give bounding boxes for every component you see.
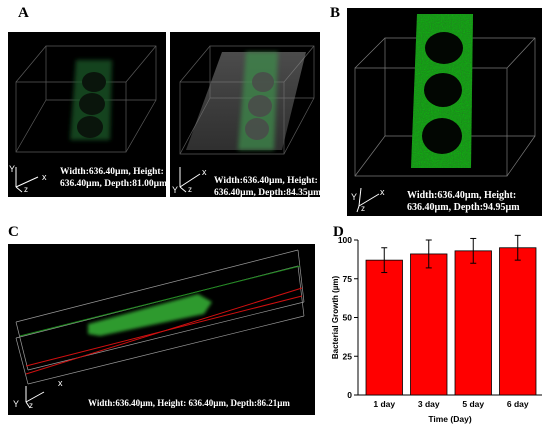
y-tick-label: 50 <box>343 313 353 323</box>
axis-label-z: z <box>361 204 365 213</box>
dims-line1: Width:636.40µm, Height: <box>60 167 164 177</box>
y-tick-label: 25 <box>343 351 353 361</box>
dims-line2: 636.40µm, Depth:94.95µm <box>407 202 520 213</box>
biofilm-channel <box>88 294 212 336</box>
x-tick-label: 3 day <box>418 399 440 409</box>
dims-line1: Width:636.40µm, Height: <box>407 190 517 201</box>
panel-a-right-image: Y x z Width:636.40µm, Height: 636.40µm, … <box>170 32 320 197</box>
axis-triad <box>179 167 201 193</box>
axis-label-y: Y <box>9 164 16 174</box>
bar <box>454 250 492 396</box>
axis-label-y: Y <box>351 192 358 202</box>
microscopy-volume-c <box>15 249 305 409</box>
axis-triad <box>15 167 39 193</box>
axis-label-x: x <box>202 167 207 177</box>
y-tick-label: 0 <box>347 390 352 400</box>
dims-line1: Width:636.40µm, Height: <box>214 176 318 186</box>
panel-label-b: B <box>330 5 341 21</box>
dimensions-text: Width:636.40µm, Height: 636.40µm, Depth:… <box>88 397 290 409</box>
x-tick-label: 6 day <box>507 399 529 409</box>
panel-b-image: Y x z Width:636.40µm, Height: 636.40µm, … <box>347 8 542 216</box>
dims-line2: 636.40µm, Depth:81.00µm <box>60 179 166 189</box>
bar <box>410 253 448 396</box>
y-axis-title: Bacterial Growth (µm) <box>331 276 340 360</box>
bar <box>365 259 403 396</box>
bacterial-growth-bar-chart: 0 25 50 75 100 1 day 3 day 5 day 6 day Time (Day)… <box>331 234 542 424</box>
axis-label-y: Y <box>13 399 20 409</box>
axis-label-z: z <box>29 401 33 410</box>
microscopy-volume-a-right <box>179 45 315 193</box>
bar <box>499 247 537 396</box>
axis-triad <box>25 386 45 409</box>
panel-label-d: D <box>333 224 344 240</box>
panel-label-c: C <box>8 224 19 240</box>
axis-label-y: Y <box>172 185 179 195</box>
panel-c-image: Y x z Width:636.40µm, Height: 636.40µm, … <box>8 244 315 415</box>
dimensions-text: Width:636.40µm, Height: 636.40µm, Depth:… <box>214 175 320 197</box>
x-axis-title: Time (Day) <box>428 414 471 424</box>
y-tick-label: 75 <box>343 274 353 284</box>
microscopy-volume-b <box>354 14 536 213</box>
axis-label-z: z <box>188 185 192 194</box>
dims-line2: 636.40µm, Depth:84.35µm <box>214 188 320 197</box>
axis-triad <box>356 187 380 213</box>
x-tick-label: 5 day <box>462 399 484 409</box>
dimensions-text: Width:636.40µm, Height: 636.40µm, Depth:… <box>60 166 166 190</box>
axis-label-z: z <box>24 185 28 194</box>
dims-line1: Width:636.40µm, Height: 636.40µm, Depth:… <box>88 398 290 408</box>
axis-label-x: x <box>58 378 63 388</box>
panel-a-left-image: Y x z Width:636.40µm, Height: 636.40µm, … <box>8 32 166 197</box>
microscopy-volume-a-left <box>15 45 157 193</box>
panel-label-a: A <box>18 5 29 21</box>
dimensions-text: Width:636.40µm, Height: 636.40µm, Depth:… <box>407 190 520 214</box>
y-tick-label: 100 <box>338 235 352 245</box>
axis-label-x: x <box>380 187 385 197</box>
axis-label-x: x <box>42 172 47 182</box>
x-tick-label: 1 day <box>373 399 395 409</box>
